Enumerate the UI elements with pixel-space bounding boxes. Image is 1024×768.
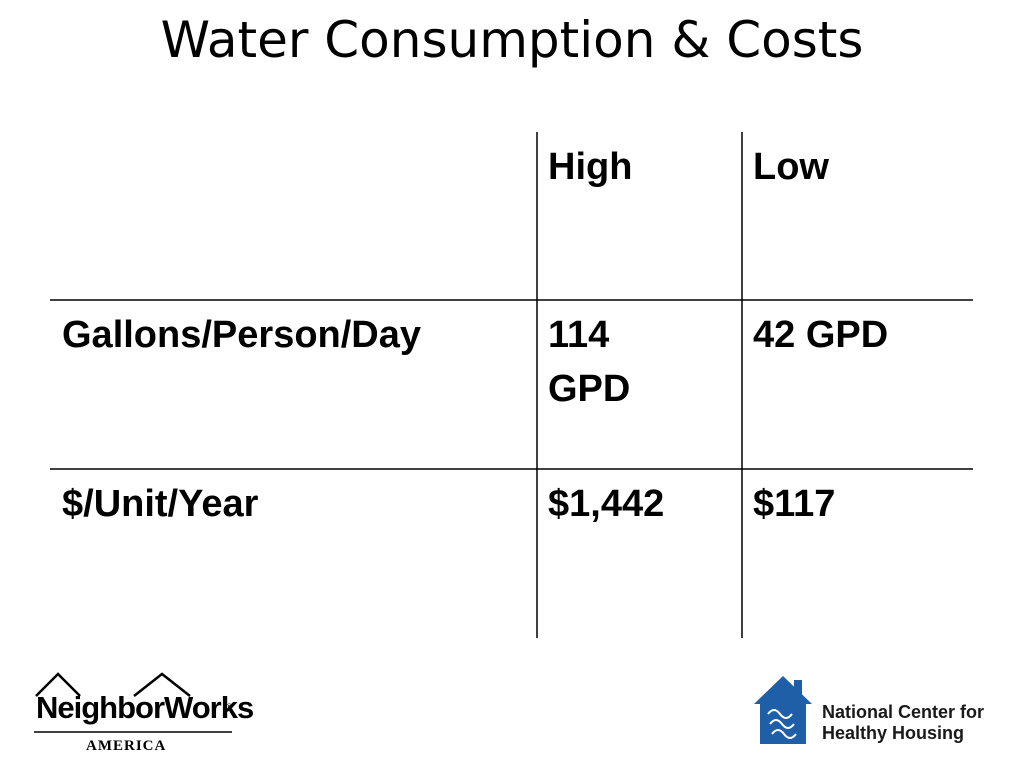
house-roof-icon <box>34 672 232 733</box>
nchh-name: National Center for Healthy Housing <box>822 702 984 744</box>
cell-cost-high: $1,442 <box>548 483 665 525</box>
row-label-cost: $/Unit/Year <box>62 483 259 525</box>
neighborworks-logo: NeighborWorks ® AMERICA <box>30 668 254 763</box>
cell-gallons-high-line2: GPD <box>548 368 631 410</box>
cell-gallons-high: 114 GPD <box>548 308 630 416</box>
cell-gallons-low: 42 GPD <box>753 314 889 356</box>
neighborworks-wordmark: NeighborWorks <box>36 690 254 725</box>
nchh-line2: Healthy Housing <box>822 723 965 743</box>
registered-mark: ® <box>226 702 233 712</box>
header-low: Low <box>753 146 829 188</box>
cell-cost-low: $117 <box>753 483 836 525</box>
header-high: High <box>548 146 633 188</box>
house-icon <box>754 676 812 744</box>
nchh-logo: National Center for Healthy Housing <box>750 674 1010 748</box>
row-label-gallons: Gallons/Person/Day <box>62 314 422 356</box>
neighborworks-america: AMERICA <box>86 738 167 754</box>
nchh-line1: National Center for <box>822 702 985 722</box>
page-title: Water Consumption & Costs <box>160 11 864 69</box>
cell-gallons-high-line1: 114 <box>548 314 610 356</box>
